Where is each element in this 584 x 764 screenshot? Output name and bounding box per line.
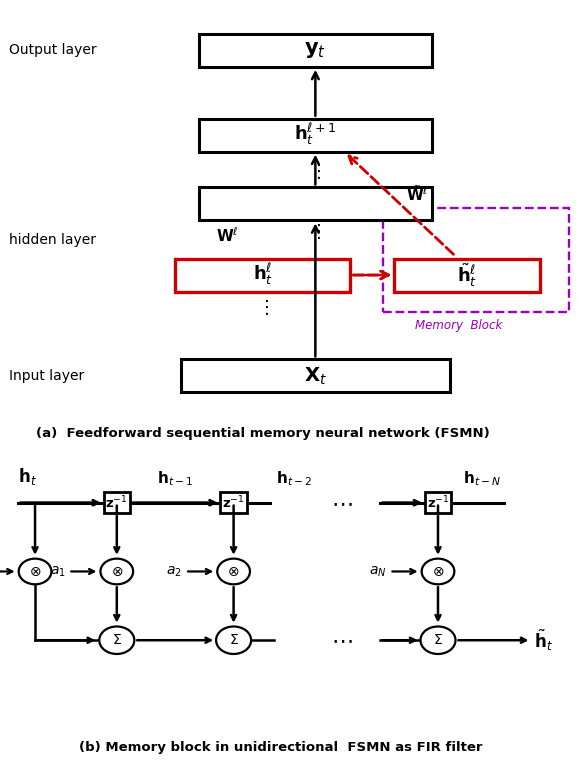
- Text: $\tilde{\mathbf{h}}_t$: $\tilde{\mathbf{h}}_t$: [534, 627, 553, 653]
- Text: $\mathbf{z}^{-1}$: $\mathbf{z}^{-1}$: [427, 494, 449, 511]
- FancyBboxPatch shape: [175, 258, 350, 292]
- Text: $\otimes$: $\otimes$: [432, 565, 444, 578]
- Text: $\Sigma$: $\Sigma$: [112, 633, 121, 647]
- FancyBboxPatch shape: [199, 187, 432, 221]
- Text: $\otimes$: $\otimes$: [227, 565, 240, 578]
- Text: $\mathbf{z}^{-1}$: $\mathbf{z}^{-1}$: [106, 494, 128, 511]
- Circle shape: [422, 558, 454, 584]
- Text: $\mathbf{h}_t^{\ell}$: $\mathbf{h}_t^{\ell}$: [253, 262, 273, 288]
- Text: Input layer: Input layer: [9, 369, 84, 383]
- FancyBboxPatch shape: [199, 118, 432, 152]
- Text: $\Sigma$: $\Sigma$: [229, 633, 238, 647]
- Text: $\mathbf{h}_t$: $\mathbf{h}_t$: [18, 466, 36, 487]
- Text: $\mathbf{X}_t$: $\mathbf{X}_t$: [304, 365, 327, 387]
- FancyBboxPatch shape: [221, 492, 246, 513]
- FancyBboxPatch shape: [181, 359, 450, 393]
- Text: $\otimes$: $\otimes$: [29, 565, 41, 578]
- Circle shape: [420, 626, 456, 654]
- FancyBboxPatch shape: [394, 258, 540, 292]
- Text: $\tilde{\mathbf{W}}^\ell$: $\tilde{\mathbf{W}}^\ell$: [406, 183, 429, 204]
- Text: $a_2$: $a_2$: [166, 565, 182, 578]
- Text: $\vdots$: $\vdots$: [257, 298, 269, 316]
- Text: $a_N$: $a_N$: [369, 565, 387, 578]
- Text: $\mathbf{W}^\ell$: $\mathbf{W}^\ell$: [217, 225, 239, 244]
- Text: $a_1$: $a_1$: [50, 565, 65, 578]
- FancyBboxPatch shape: [199, 34, 432, 67]
- Text: $\Sigma$: $\Sigma$: [433, 633, 443, 647]
- Text: Memory  Block: Memory Block: [415, 319, 502, 332]
- Text: $\mathbf{z}^{-1}$: $\mathbf{z}^{-1}$: [223, 494, 245, 511]
- Text: hidden layer: hidden layer: [9, 232, 96, 247]
- Text: $\mathbf{h}_t^{\ell+1}$: $\mathbf{h}_t^{\ell+1}$: [294, 122, 336, 148]
- Text: $\mathbf{h}_{t-N}$: $\mathbf{h}_{t-N}$: [463, 469, 500, 488]
- Text: $\mathbf{h}_{t-2}$: $\mathbf{h}_{t-2}$: [276, 469, 312, 488]
- Text: $\vdots$: $\vdots$: [310, 222, 321, 241]
- Circle shape: [100, 558, 133, 584]
- Text: $\mathbf{h}_{t-1}$: $\mathbf{h}_{t-1}$: [157, 469, 193, 488]
- Text: (a)  Feedforward sequential memory neural network (FSMN): (a) Feedforward sequential memory neural…: [36, 426, 489, 440]
- Text: $\cdots$: $\cdots$: [331, 493, 353, 513]
- Circle shape: [19, 558, 51, 584]
- Text: $\cdots$: $\cdots$: [331, 630, 353, 650]
- Text: (b) Memory block in unidirectional  FSMN as FIR filter: (b) Memory block in unidirectional FSMN …: [79, 741, 482, 755]
- FancyBboxPatch shape: [104, 492, 130, 513]
- Circle shape: [216, 626, 251, 654]
- Text: $\mathbf{y}_t$: $\mathbf{y}_t$: [304, 40, 326, 60]
- Text: $\vdots$: $\vdots$: [310, 163, 321, 181]
- Text: $\tilde{\mathbf{h}}_t^{\ell}$: $\tilde{\mathbf{h}}_t^{\ell}$: [457, 261, 477, 289]
- Circle shape: [217, 558, 250, 584]
- FancyBboxPatch shape: [425, 492, 451, 513]
- Text: $\otimes$: $\otimes$: [110, 565, 123, 578]
- Text: Output layer: Output layer: [9, 44, 96, 57]
- Circle shape: [99, 626, 134, 654]
